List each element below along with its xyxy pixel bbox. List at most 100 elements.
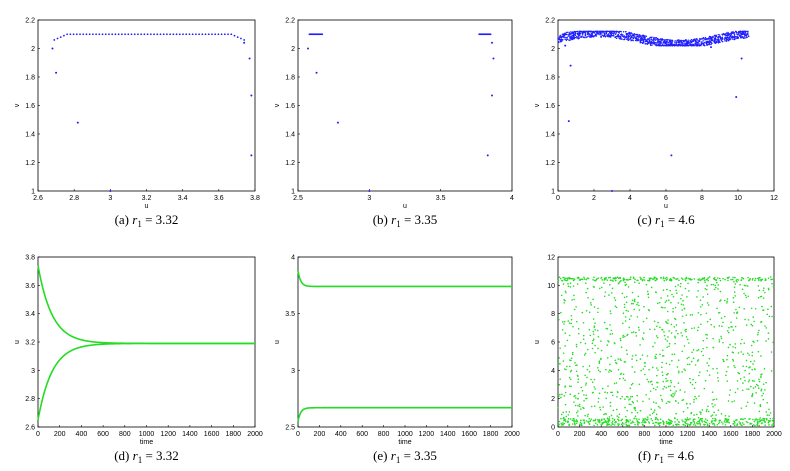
cloud-point [706,278,709,280]
cloud-point [575,306,577,308]
cloud-point [624,379,626,382]
band-point [683,42,685,45]
cloud-point [707,364,710,367]
caption-subscript: 1 [659,455,664,465]
cloud-point [743,423,745,426]
cloud-point [697,326,700,329]
cloud-point [759,417,761,419]
cloud-point [653,424,656,427]
cloud-point [655,413,658,416]
band-point [618,32,620,34]
cloud-point [693,387,696,390]
curve-point [72,33,75,36]
caption-var: r [654,448,660,463]
plot-frame [297,19,513,192]
curve-point [140,33,143,36]
band-point [641,42,644,45]
band-point [562,35,564,38]
cloud-point [604,391,606,394]
band-point [687,43,690,45]
x-tick-label: 4 [628,195,632,202]
cloud-point [629,276,632,279]
outlier-point [55,71,58,74]
cloud-point [609,333,612,335]
cloud-point [661,361,664,364]
cloud-point [692,349,695,351]
band-point [695,43,698,45]
cloud-point [589,419,592,422]
band-point [571,38,573,40]
cloud-point [758,289,761,292]
x-tick-label: 0 [296,431,300,438]
cloud-point [644,365,646,368]
cloud-point [680,277,683,279]
band-point [610,30,613,33]
cloud-point [749,277,751,280]
cloud-point [736,419,738,421]
cloud-point [751,354,754,357]
band-point [594,33,597,36]
cloud-point [631,299,634,302]
cloud-point [724,278,726,281]
band-point [654,44,656,46]
band-point [721,40,723,42]
cloud-point [764,388,766,391]
cloud-point [708,357,711,360]
cloud-point [625,301,628,304]
band-point [732,36,735,38]
band-point [600,35,603,38]
cloud-point [641,279,644,282]
band-point [729,33,731,35]
y-tick-label: 3.8 [25,255,35,262]
cloud-point [587,277,590,280]
cloud-point [746,421,749,424]
cloud-point [689,418,691,420]
cloud-point [739,422,741,425]
cloud-point [624,406,626,409]
band-point [731,36,733,38]
band-point [693,39,696,41]
cloud-point [592,339,594,342]
cloud-point [736,278,738,281]
cloud-point [733,291,736,293]
cloud-point [597,401,600,403]
cloud-point [764,291,766,294]
band-point [726,36,729,38]
cloud-point [756,424,759,427]
cloud-point [772,423,775,425]
cloud-point [670,381,673,384]
cloud-point [718,277,721,280]
cloud-point [677,332,679,335]
y-tick-label: 1.4 [285,132,295,139]
cloud-point [702,347,704,350]
cloud-point [642,418,645,420]
x-tick-label: 2.6 [33,195,43,202]
cloud-point [771,282,773,285]
cloud-point [622,334,625,337]
outlier-point [740,57,743,60]
outlier-point [567,120,570,123]
y-tick-label: 1.2 [285,160,295,167]
cloud-point [701,409,704,411]
cloud-point [661,349,664,352]
cloud-point [620,423,623,426]
cloud-point [767,277,770,280]
cloud-point [617,418,619,421]
cloud-point [679,389,682,391]
cloud-point [656,302,659,305]
cloud-point [621,418,624,421]
cloud-point [615,306,618,309]
band-point [610,34,613,37]
cloud-point [651,412,654,415]
band-point [730,31,732,33]
cloud-point [667,379,669,382]
band-point [692,40,694,42]
cloud-point [762,383,765,385]
cloud-point [564,391,567,394]
cloud-point [678,279,680,282]
cloud-point [734,343,737,345]
cloud-point [698,420,701,423]
band-point [600,33,602,35]
band-point [661,44,663,47]
cloud-point [570,385,572,388]
